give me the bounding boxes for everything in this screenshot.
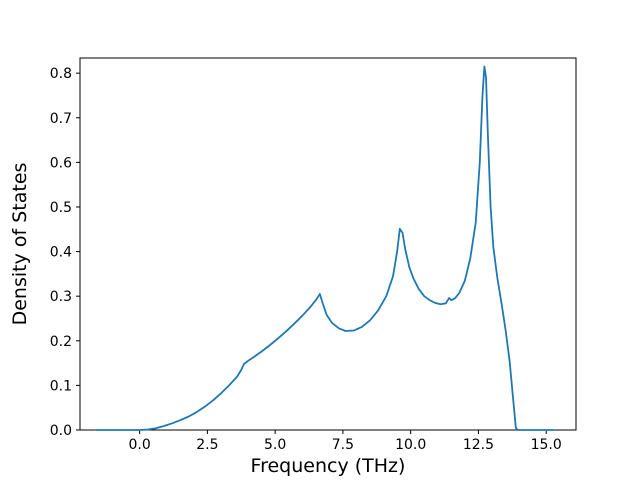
y-tick-label: 0.2 [50, 334, 72, 350]
x-tick-label: 10.0 [395, 437, 426, 453]
y-tick-label: 0.3 [50, 289, 72, 305]
y-tick-label: 0.4 [50, 245, 72, 261]
x-tick-label: 2.5 [196, 437, 218, 453]
y-axis-label: Density of States [9, 163, 31, 326]
x-tick-label: 0.0 [128, 437, 150, 453]
y-tick-label: 0.8 [50, 66, 72, 82]
axis-ticks: 0.0 2.5 5.0 7.5 10.0 12.5 15.0 0.0 0.1 0.2 0.3 0.4 0… [50, 66, 562, 453]
y-tick-label: 0.6 [50, 155, 72, 171]
plot-frame [79, 57, 577, 431]
x-axis-label: Frequency (THz) [251, 455, 406, 477]
y-tick-label: 0.1 [50, 378, 72, 394]
y-tick-label: 0.7 [50, 111, 72, 127]
x-tick-label: 7.5 [332, 437, 354, 453]
x-tick-label: 15.0 [531, 437, 562, 453]
x-tick-label: 12.5 [463, 437, 494, 453]
x-tick-label: 5.0 [264, 437, 286, 453]
dos-curve [95, 65, 556, 431]
y-tick-label: 0.0 [50, 423, 72, 439]
y-tick-label: 0.5 [50, 200, 72, 216]
data-line-group [95, 65, 556, 431]
